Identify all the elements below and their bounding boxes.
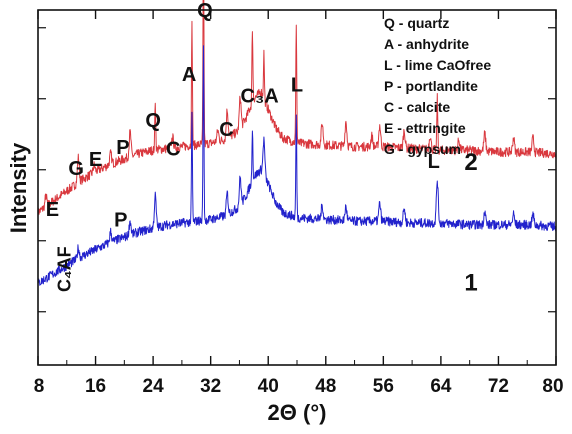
legend-entry: E - ettringite	[384, 120, 466, 136]
series-number-label: 1	[464, 269, 477, 296]
peak-label: P	[114, 210, 127, 232]
legend-entry: C - calcite	[384, 99, 450, 115]
legend: Q - quartz A - anhydrite L - lime CaOfree P…	[384, 15, 491, 157]
series-number-label: 2	[464, 149, 477, 176]
x-tick-label: 80	[542, 376, 563, 397]
series-lines	[37, 0, 557, 286]
axis-ticks: 8 16 24 32 40 48 56 64 72 80	[34, 10, 564, 397]
y-axis-title: Intensity	[6, 142, 31, 233]
legend-entry: L - lime CaOfree	[384, 57, 491, 73]
peak-label: L	[428, 151, 440, 173]
peak-label: A	[182, 64, 196, 86]
legend-entry: G - gypsum	[384, 141, 461, 157]
peak-label: C	[166, 139, 180, 161]
legend-entry: P - portlandite	[384, 78, 478, 94]
peak-label: Q	[145, 110, 161, 132]
x-axis-title-text: 2Θ (°)	[268, 400, 327, 425]
x-tick-label: 32	[200, 376, 221, 397]
x-tick-label: 16	[85, 376, 106, 397]
x-axis-title: 2Θ (°)	[268, 400, 327, 425]
peak-label: P	[116, 137, 129, 159]
peak-label: G	[68, 158, 84, 180]
x-tick-label: 72	[488, 376, 509, 397]
legend-entry: Q - quartz	[384, 15, 449, 31]
peak-label: E	[89, 149, 102, 171]
peak-label: L	[291, 75, 303, 97]
peak-label: C₃A	[241, 85, 279, 107]
x-tick-label: 64	[430, 376, 452, 397]
series-line-1	[37, 45, 557, 286]
x-tick-label: 48	[315, 376, 336, 397]
peak-label: C₄AF	[54, 246, 74, 292]
peak-label: C	[219, 119, 233, 141]
x-tick-label: 40	[258, 376, 279, 397]
x-tick-label: 56	[373, 376, 394, 397]
x-tick-label: 8	[34, 376, 45, 397]
x-tick-label: 24	[143, 376, 165, 397]
series-line-2	[37, 0, 557, 217]
legend-entry: A - anhydrite	[384, 36, 469, 52]
peak-label: Q	[197, 0, 213, 22]
peak-label: E	[46, 199, 59, 221]
